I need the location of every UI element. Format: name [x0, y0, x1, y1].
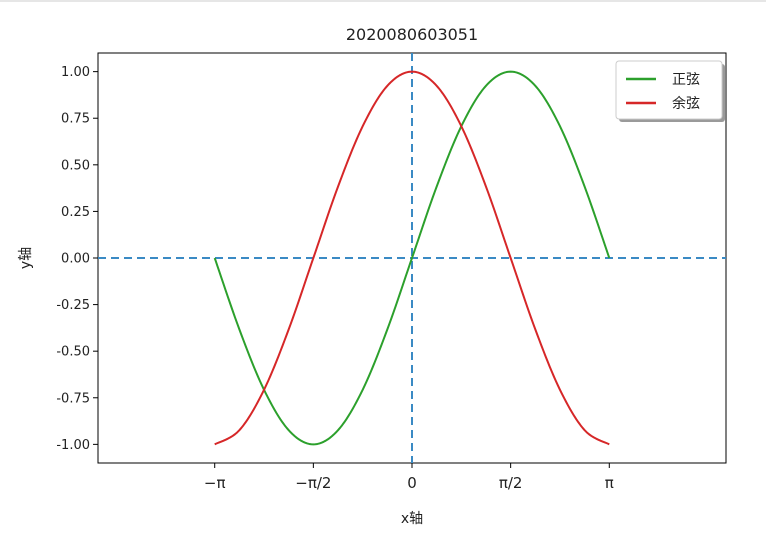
legend-label: 正弦	[672, 72, 700, 88]
y-tick-label: -0.75	[56, 391, 90, 406]
legend-box	[615, 60, 723, 120]
series-line-1	[214, 70, 610, 446]
x-tick-label: π/2	[499, 474, 523, 492]
y-tick-label: 1.00	[61, 65, 90, 80]
x-tick-label: 0	[407, 474, 417, 492]
y-tick-label: -0.25	[56, 298, 90, 313]
y-tick-label: 0.50	[61, 158, 90, 173]
y-tick-label: 0.25	[61, 205, 90, 220]
chart-title: 2020080603051	[346, 25, 478, 44]
x-tick-label: −π	[204, 474, 226, 492]
top-divider	[0, 0, 766, 2]
x-tick-label: π	[605, 474, 614, 492]
series-line-0	[213, 70, 611, 446]
y-tick-label: -0.50	[56, 345, 90, 360]
x-axis-label: x轴	[401, 511, 423, 527]
x-tick-label: −π/2	[295, 474, 331, 492]
y-tick-label: 0.75	[61, 112, 90, 127]
legend-label: 余弦	[672, 95, 700, 112]
y-tick-label: -1.00	[56, 438, 90, 453]
y-tick-label: 0.00	[61, 252, 90, 267]
y-axis-label: y轴	[18, 247, 34, 269]
